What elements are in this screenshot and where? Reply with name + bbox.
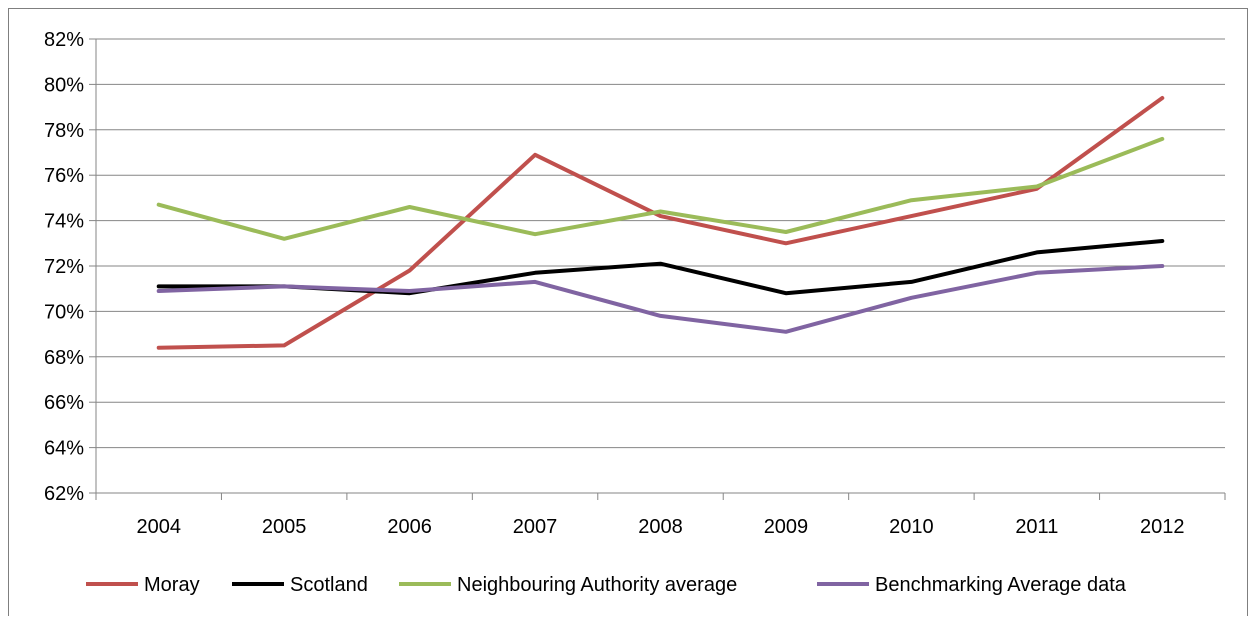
x-tick-label: 2012 (1140, 516, 1185, 538)
x-tick-label: 2011 (1015, 516, 1058, 538)
chart-frame: 62% 64% 66% 68% 70% 72% 74% 76% 78% 80% 82% 2004 20… (8, 8, 1248, 616)
y-tick-label: 64% (44, 438, 84, 460)
x-axis-tick-labels: 2004 2005 2006 2007 2008 2009 2010 2011 2012 (136, 516, 1184, 538)
x-tick-label: 2009 (764, 516, 809, 538)
y-tick-label: 74% (44, 211, 84, 233)
y-tick-label: 70% (44, 301, 84, 323)
y-axis-tick-labels: 62% 64% 66% 68% 70% 72% 74% 76% 78% 80% 82% (44, 29, 84, 505)
x-tick-label: 2005 (262, 516, 307, 538)
y-tick-label: 80% (44, 74, 84, 96)
series-lines (156, 96, 1165, 350)
x-tick-label: 2007 (513, 516, 558, 538)
legend-label: Neighbouring Authority average (457, 574, 737, 596)
axes (89, 38, 1226, 500)
x-tick-label: 2006 (387, 516, 432, 538)
y-tick-label: 76% (44, 165, 84, 187)
y-tick-label: 62% (44, 483, 84, 505)
legend-label: Scotland (290, 574, 368, 596)
legend-label: Benchmarking Average data (875, 574, 1127, 596)
legend-item: Scotland (232, 574, 368, 596)
series-line-benchmarking-average-data (156, 264, 1165, 334)
series-line-neighbouring-authority-average (156, 136, 1165, 241)
x-tick-label: 2010 (889, 516, 934, 538)
line-chart: 62%64%66%68%70%72%74%76%78%80%82% 2004 20… (44, 29, 1226, 596)
series-line-moray (156, 96, 1165, 350)
x-tick-label: 2008 (638, 516, 683, 538)
y-tick-label: 78% (44, 120, 84, 142)
gridlines (96, 38, 1225, 449)
x-tick-label: 2004 (136, 516, 181, 538)
legend-item: Neighbouring Authority average (399, 574, 737, 596)
legend: Moray Scotland Neighbouring Authority aver… (86, 574, 1127, 596)
legend-label: Moray (144, 574, 200, 596)
legend-item: Moray (86, 574, 200, 596)
y-tick-label: 72% (44, 256, 84, 278)
legend-item: Benchmarking Average data (817, 574, 1127, 596)
y-tick-label: 68% (44, 347, 84, 369)
y-tick-label: 82% (44, 29, 84, 51)
y-tick-label: 66% (44, 392, 84, 414)
